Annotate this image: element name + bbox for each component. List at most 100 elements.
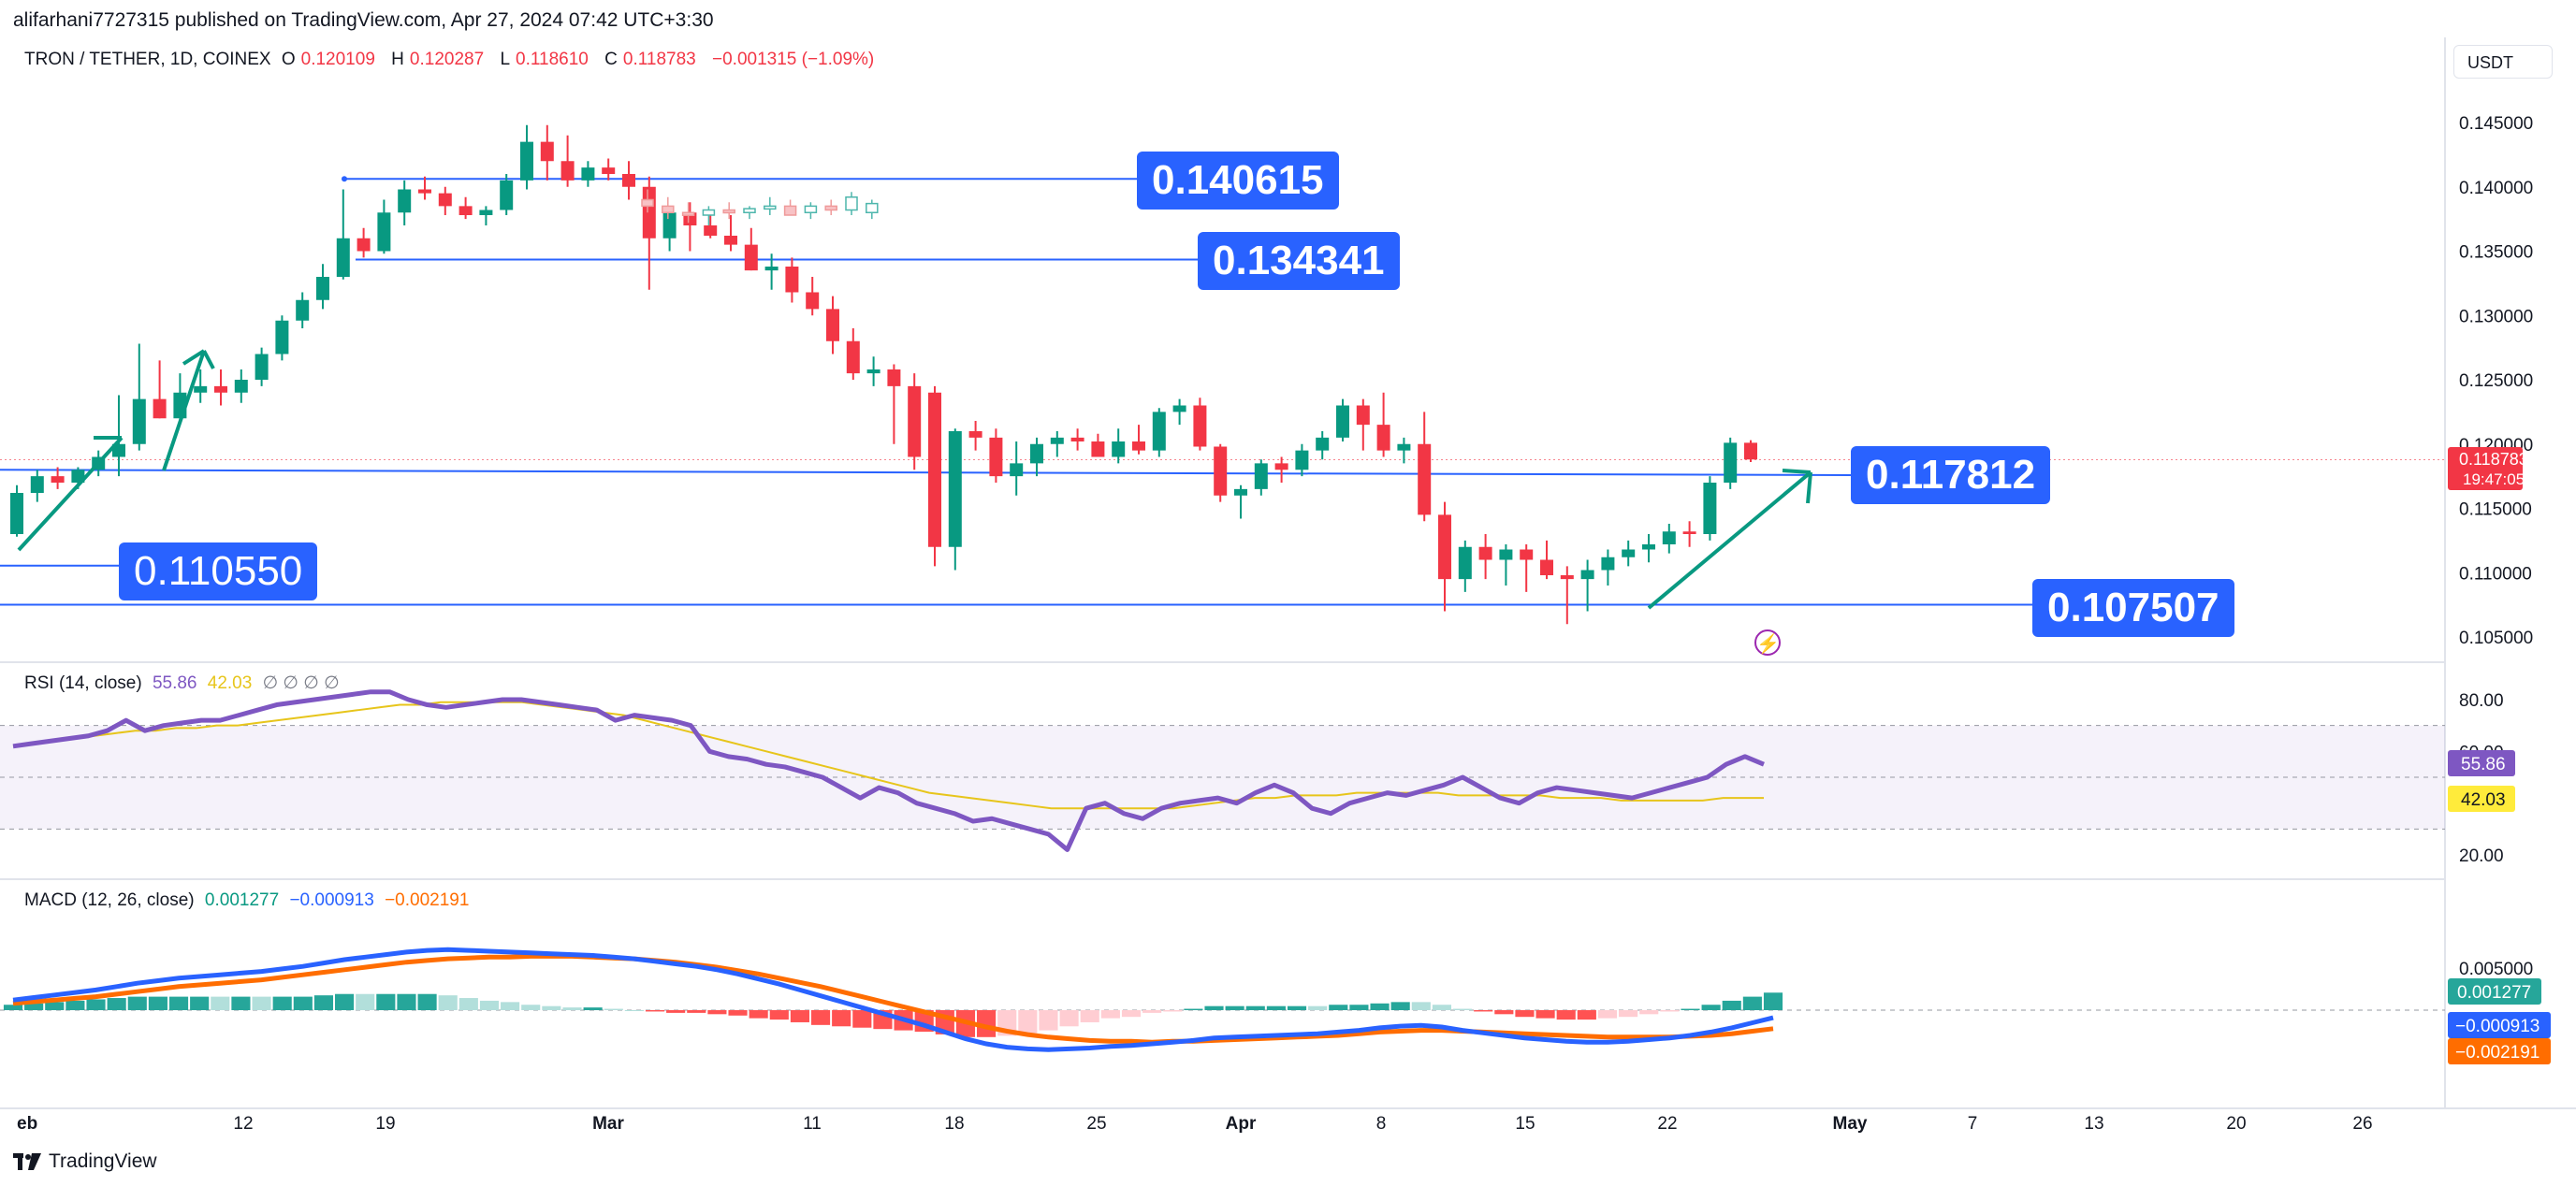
low-value: 0.118610 <box>516 50 589 69</box>
breakout-arrow-head <box>1806 471 1812 504</box>
macd-histogram-bar <box>583 1007 603 1010</box>
trend-arrow-line <box>17 436 124 552</box>
macd-histogram-bar <box>501 1002 520 1010</box>
macd-histogram-bar <box>1577 1010 1596 1020</box>
macd-signal-value: −0.002191 <box>385 890 470 910</box>
candle-up <box>398 189 412 213</box>
time-tick: 18 <box>944 1114 964 1134</box>
ghost-candle <box>866 202 879 213</box>
candle-up <box>1336 405 1349 438</box>
rsi-tick: 80.00 <box>2459 691 2504 711</box>
macd-histogram-bar <box>810 1010 831 1025</box>
candle-up <box>1580 570 1594 580</box>
candle-up <box>1295 450 1309 470</box>
candle-up <box>1030 443 1043 464</box>
trend-arrow-line <box>162 350 206 471</box>
macd-histogram-bar <box>356 993 375 1010</box>
countdown-label: 19:47:05 <box>2463 470 2525 488</box>
ghost-candle <box>641 198 654 208</box>
macd-histogram-bar <box>1163 1010 1183 1012</box>
candle-up <box>1703 483 1717 534</box>
rsi-ma-badge <box>2448 786 2515 812</box>
macd-histogram-bar <box>1266 1005 1286 1010</box>
candle-up <box>1010 463 1024 477</box>
candle-up <box>1458 546 1472 580</box>
rsi-band <box>0 725 2445 830</box>
ghost-candle <box>702 209 716 216</box>
ghost-candle <box>681 211 695 216</box>
macd-line-badge <box>2448 1012 2551 1038</box>
macd-histogram-bar <box>1225 1005 1244 1010</box>
macd-histogram-bar <box>562 1007 582 1010</box>
macd-histogram-bar <box>1660 1010 1680 1012</box>
macd-histogram-bar <box>313 995 334 1010</box>
low-label: L <box>500 50 511 69</box>
lightning-icon[interactable]: ⚡ <box>1754 629 1781 656</box>
candle-up <box>316 277 329 300</box>
candle-up <box>112 443 125 457</box>
macd-line-badge-label: −0.000913 <box>2455 1017 2540 1036</box>
close-value: 0.118783 <box>622 50 696 69</box>
macd-histogram-bar <box>1039 1010 1058 1031</box>
macd-signal-badge <box>2448 1038 2551 1064</box>
candle-down <box>806 292 820 310</box>
level-line <box>0 469 1852 476</box>
candle-up <box>1254 463 1268 489</box>
candle-down <box>540 141 554 162</box>
macd-histogram-bar <box>542 1005 561 1010</box>
macd-histogram-bar <box>1018 1010 1038 1034</box>
ghost-candle <box>845 196 858 211</box>
macd-histogram-bar <box>1681 1008 1700 1010</box>
macd-histogram-bar <box>376 993 396 1010</box>
macd-histogram-bar <box>3 1005 23 1010</box>
macd-histogram-bar <box>45 1002 65 1010</box>
macd-histogram-bar <box>1329 1005 1348 1010</box>
macd-histogram-bar <box>1742 996 1762 1010</box>
macd-histogram-bar <box>127 996 147 1010</box>
candle-up <box>1397 443 1411 451</box>
trend-arrow-head <box>182 349 206 366</box>
candle-down <box>1438 514 1451 580</box>
level-label-0117812: 0.117812 <box>1851 446 2051 504</box>
rsi-label: RSI (14, close) <box>24 673 142 693</box>
time-tick: 12 <box>233 1114 253 1134</box>
candle-up <box>1112 441 1126 457</box>
macd-line-value: −0.000913 <box>289 890 374 910</box>
currency-button[interactable]: USDT <box>2453 45 2553 79</box>
macd-histogram-bar <box>65 1000 85 1010</box>
candle-down <box>1682 531 1696 534</box>
ghost-candle <box>764 205 777 210</box>
candle-down <box>357 238 371 252</box>
ohlc-open: O 0.120109 <box>282 50 381 69</box>
macd-histogram-bar <box>790 1010 809 1022</box>
high-value: 0.120287 <box>409 50 485 69</box>
candle-up <box>377 212 391 252</box>
candle-down <box>438 193 452 207</box>
candle-down <box>1132 441 1145 451</box>
brand-text: TradingView <box>49 1150 157 1172</box>
macd-histogram-bar <box>728 1010 748 1016</box>
candle-down <box>1274 463 1288 470</box>
macd-histogram-bar <box>458 998 478 1010</box>
publish-line: alifarhani7727315 published on TradingVi… <box>13 9 714 31</box>
macd-tick: 0.005000 <box>2459 960 2533 979</box>
price-tick: 0.125000 <box>2459 371 2533 391</box>
level-label-0140615: 0.140615 <box>1137 152 1339 210</box>
time-tick: May <box>1833 1114 1868 1134</box>
price-tick: 0.130000 <box>2459 307 2533 326</box>
candle-down <box>989 437 1003 477</box>
macd-line <box>12 947 1774 1052</box>
candle-down <box>785 267 799 293</box>
candle-down <box>1478 546 1492 560</box>
candle-up <box>234 380 248 393</box>
macd-histogram-bar <box>148 996 167 1010</box>
macd-histogram-bar <box>168 996 189 1010</box>
time-tick: 22 <box>1657 1114 1677 1134</box>
candle-up <box>1642 544 1655 550</box>
candle-down <box>1193 405 1207 447</box>
tradingview-brand[interactable]: TradingView <box>13 1150 157 1173</box>
candle-up <box>1316 437 1330 451</box>
macd-signal-badge-label: −0.002191 <box>2455 1043 2540 1063</box>
candle-up <box>296 299 310 321</box>
